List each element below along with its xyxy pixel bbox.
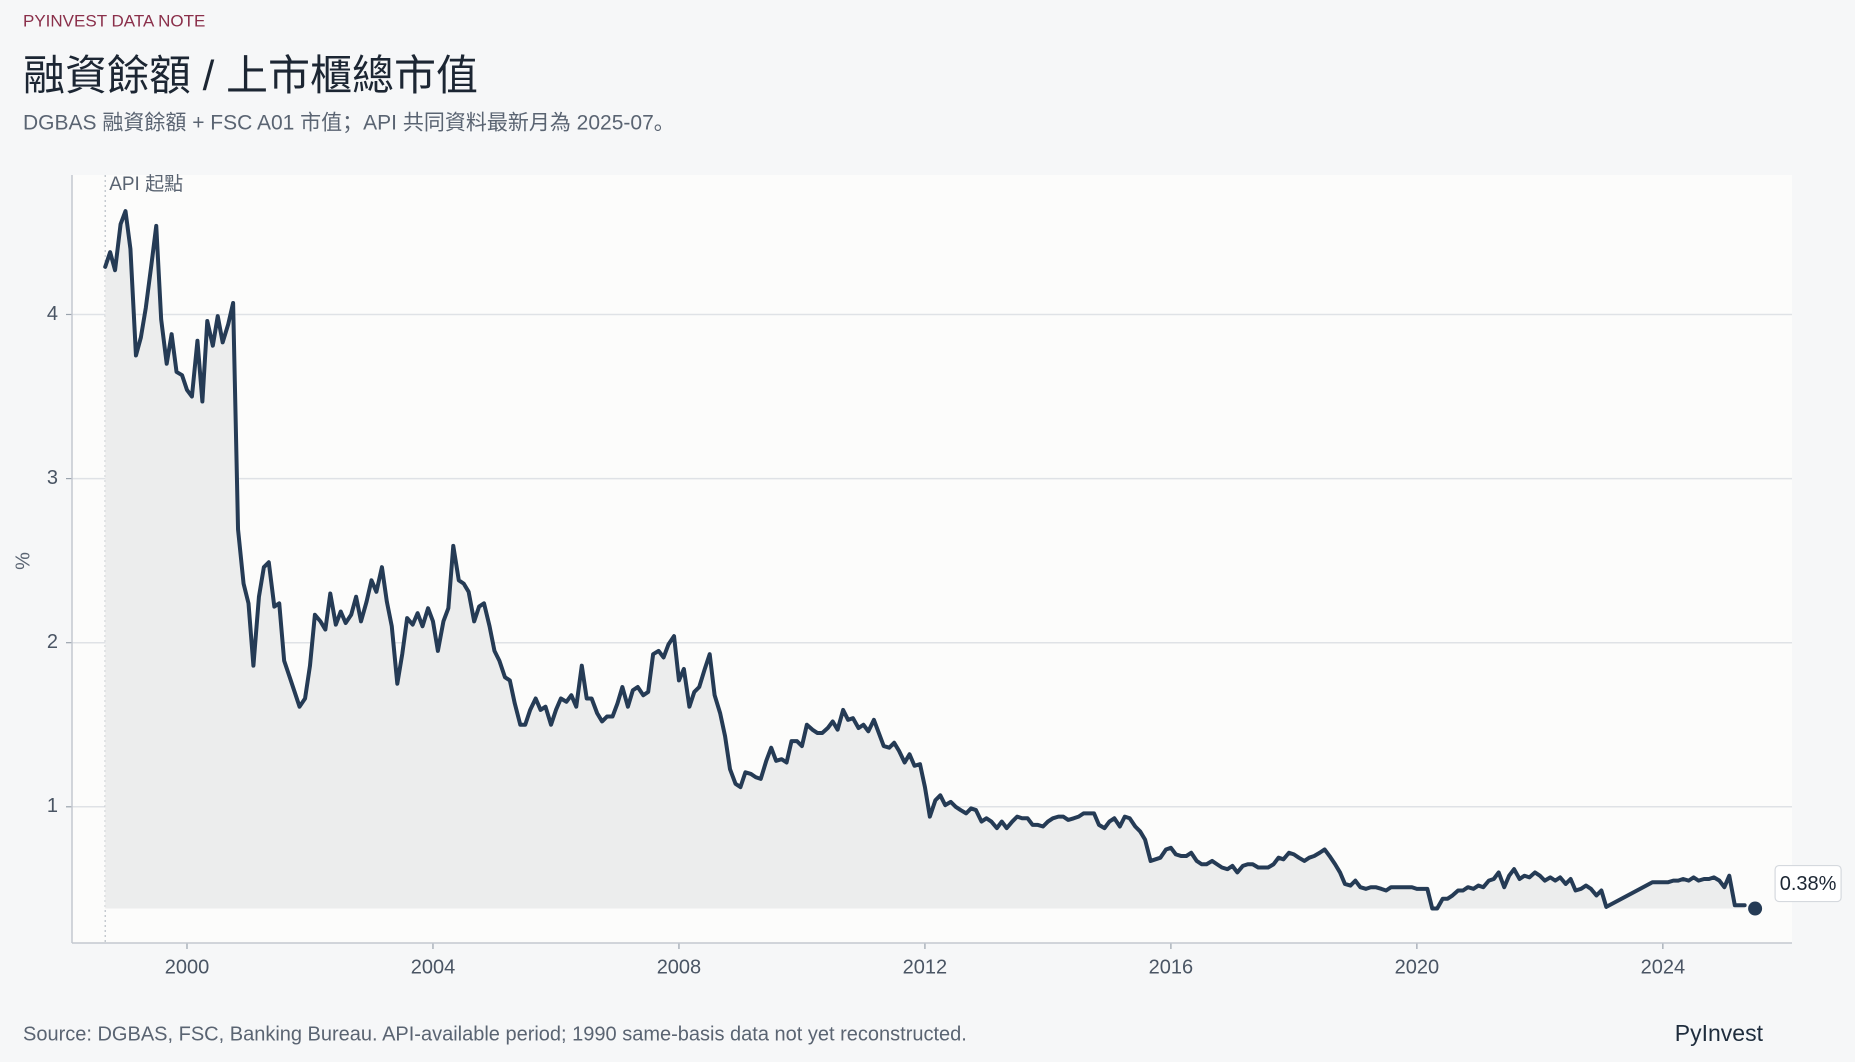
title: 融資餘額 / 上市櫃總市值: [23, 52, 478, 99]
subtitle: DGBAS 融資餘額 + FSC A01 市值；API 共同資料最新月為 202…: [23, 112, 675, 135]
x-tick-label: 2020: [1395, 956, 1440, 978]
x-tick-label: 2000: [165, 956, 210, 978]
y-tick-label: 4: [47, 303, 58, 325]
x-tick-label: 2024: [1641, 956, 1686, 978]
source-note: Source: DGBAS, FSC, Banking Bureau. API-…: [23, 1023, 967, 1045]
end-point: [1748, 901, 1763, 916]
x-tick-label: 2004: [411, 956, 456, 978]
y-axis-label: %: [12, 552, 34, 570]
value-label-box: [1774, 864, 1842, 903]
y-tick-label: 1: [47, 795, 58, 817]
y-tick-label: 2: [47, 631, 58, 653]
y-tick-label: 3: [47, 467, 58, 489]
x-tick-label: 2012: [903, 956, 948, 978]
line: [103, 209, 1747, 911]
x-tick-label: 2016: [1149, 956, 1194, 978]
area-fill: [105, 211, 1745, 909]
annotation-label: API 起點: [109, 173, 183, 195]
value-label: 0.38%: [1780, 873, 1837, 895]
x-tick-label: 2008: [657, 956, 702, 978]
kicker: PYINVEST DATA NOTE: [23, 11, 205, 30]
brand: PyInvest: [1675, 1020, 1764, 1046]
